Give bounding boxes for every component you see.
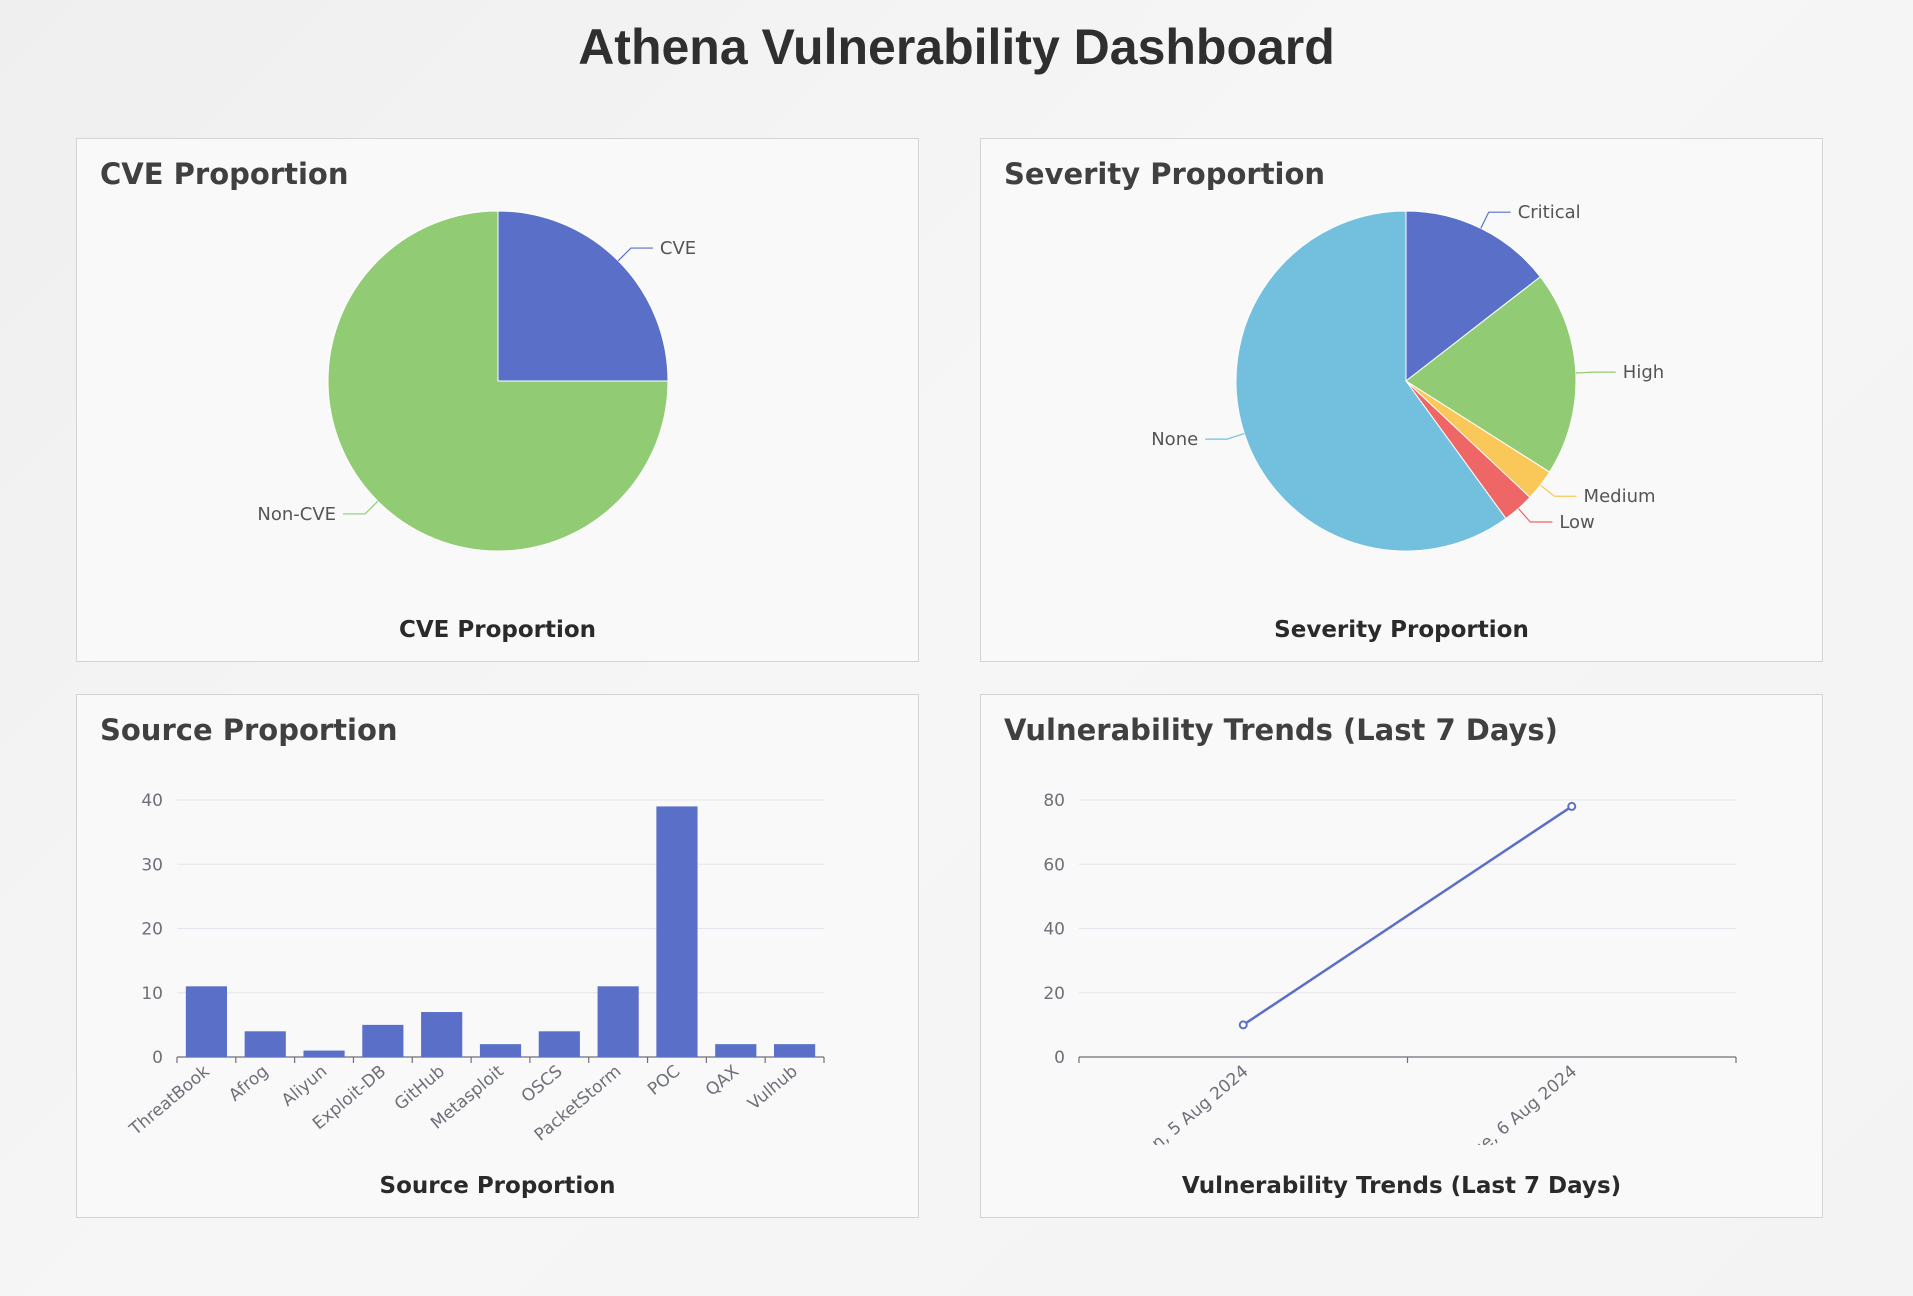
bar-vulhub (774, 1044, 816, 1057)
cve-proportion-panel: CVE Proportion CVE Non-CVE CVE Proportion (76, 138, 919, 662)
bar-packetstorm (597, 986, 639, 1057)
x-tick-label-tue-6-aug-2024: Tue, 6 Aug 2024 (1462, 1062, 1581, 1167)
pie-label-medium: Medium (1584, 486, 1656, 507)
bar-oscs (538, 1031, 580, 1057)
x-tick-label-afrog: Afrog (225, 1062, 272, 1106)
x-tick-label-poc: POC (644, 1062, 684, 1100)
bar-github (421, 1012, 463, 1057)
x-tick-label-vulhub: Vulhub (744, 1062, 802, 1115)
pie-slice-high (1405, 276, 1577, 473)
panel-heading: Source Proportion (100, 713, 398, 747)
x-tick-label-oscs: OSCS (518, 1062, 567, 1107)
panel-heading: Vulnerability Trends (Last 7 Days) (1004, 713, 1558, 747)
y-tick-label: 40 (141, 791, 163, 811)
label-line-non-cve (343, 500, 379, 515)
bar-metasploit (479, 1044, 522, 1057)
chart-title: CVE Proportion (398, 617, 597, 643)
x-tick-label-threatbook: ThreatBook (125, 1061, 214, 1140)
severity-pie-chart: Critical High Medium Low None (1151, 202, 1664, 552)
label-line-medium (1539, 484, 1577, 497)
bar-afrog (244, 1031, 286, 1057)
page-title: Athena Vulnerability Dashboard (578, 19, 1335, 75)
pie-label-high: High (1623, 362, 1664, 383)
bar-poc (656, 806, 698, 1057)
pie-label-low: Low (1559, 512, 1594, 533)
y-tick-label: 80 (1043, 791, 1065, 811)
cve-pie-chart: CVE Non-CVE (257, 210, 696, 552)
bar-aliyun (303, 1050, 345, 1057)
y-tick-label: 30 (141, 855, 163, 875)
label-line-high (1575, 371, 1616, 374)
chart-title: Severity Proportion (1274, 617, 1529, 643)
vulnerability-trends-panel: Vulnerability Trends (Last 7 Days) 0 20 40… (980, 694, 1823, 1218)
label-line-cve (617, 247, 653, 262)
trend-line-chart: 0 20 40 60 80 Mon, 5 Aug 2024 Tue, 6 Aug 2024 (1043, 791, 1737, 1170)
y-tick-label: 0 (1054, 1048, 1065, 1068)
data-point-tue-6-aug-2024 (1567, 801, 1577, 811)
bar-threatbook (185, 986, 227, 1057)
y-tick-label: 0 (152, 1048, 163, 1068)
pie-label-non-cve: Non-CVE (257, 504, 336, 525)
bar-qax (715, 1044, 757, 1057)
panel-heading: CVE Proportion (100, 157, 349, 191)
y-tick-label: 40 (1043, 920, 1065, 940)
severity-proportion-panel: Severity Proportion Critical High Medium Lo… (980, 138, 1823, 662)
label-line-none (1205, 432, 1245, 440)
bar-exploit-db (362, 1024, 404, 1057)
label-line-critical (1480, 211, 1511, 229)
x-tick-label-mon-5-aug-2024: Mon, 5 Aug 2024 (1129, 1062, 1253, 1170)
y-tick-label: 20 (1043, 984, 1065, 1004)
pie-label-none: None (1151, 429, 1198, 450)
label-line-low (1517, 508, 1553, 523)
pie-slice-cve (497, 210, 669, 382)
y-tick-label: 60 (1043, 855, 1065, 875)
x-tick-labels: Mon, 5 Aug 2024 Tue, 6 Aug 2024 (1129, 1062, 1581, 1170)
source-proportion-panel: Source Proportion 0 10 20 30 40 ThreatBook Afr… (76, 694, 919, 1218)
x-tick-label-qax: QAX (702, 1061, 743, 1100)
data-point-mon-5-aug-2024 (1238, 1020, 1248, 1030)
chart-title: Vulnerability Trends (Last 7 Days) (1181, 1173, 1622, 1199)
chart-title: Source Proportion (379, 1173, 616, 1199)
pie-slice-none (1235, 210, 1507, 552)
pie-label-critical: Critical (1518, 202, 1581, 223)
pie-label-cve: CVE (660, 238, 696, 259)
y-tick-label: 20 (141, 920, 163, 940)
y-tick-label: 10 (141, 984, 163, 1004)
trend-line (1242, 805, 1573, 1026)
pie-slice-critical (1405, 210, 1542, 383)
panel-heading: Severity Proportion (1004, 157, 1326, 191)
x-tick-label-aliyun: Aliyun (278, 1062, 331, 1111)
